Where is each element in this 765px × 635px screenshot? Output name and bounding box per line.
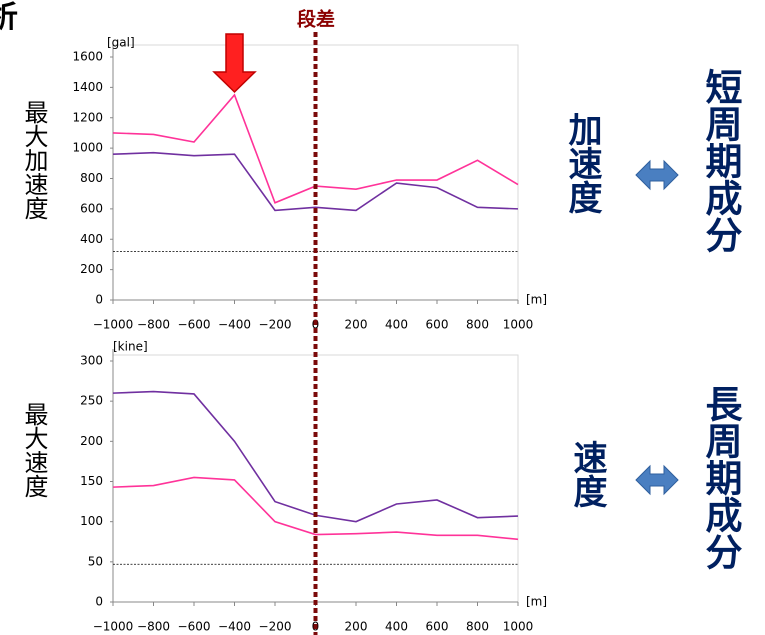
y-unit: [gal]	[107, 36, 135, 50]
x-tick-label: 800	[466, 620, 489, 634]
side-label: 速度	[567, 440, 607, 508]
y-tick-label: 200	[80, 434, 103, 448]
y-tick-label: 1200	[72, 110, 103, 124]
y-tick-label: 600	[80, 201, 103, 215]
x-tick-label: 600	[426, 620, 449, 634]
x-tick-label: −200	[259, 318, 292, 332]
x-tick-label: 400	[385, 318, 408, 332]
y-tick-label: 250	[80, 394, 103, 408]
x-tick-label: 600	[426, 318, 449, 332]
y-tick-label: 800	[80, 171, 103, 185]
x-tick-label: −800	[137, 318, 170, 332]
double-arrow	[635, 159, 679, 191]
y-axis-title: 最大速度	[20, 402, 48, 498]
x-tick-label: 200	[345, 620, 368, 634]
x-tick-label: 800	[466, 318, 489, 332]
x-tick-label: 400	[385, 620, 408, 634]
x-tick-label: −600	[178, 318, 211, 332]
x-tick-label: −1000	[93, 620, 134, 634]
y-tick-label: 50	[88, 554, 103, 568]
y-unit: [kine]	[113, 340, 148, 354]
x-unit: [m]	[526, 595, 547, 609]
y-tick-label: 100	[80, 514, 103, 528]
y-tick-label: 1000	[72, 141, 103, 155]
side-label: 短周期成分	[699, 68, 742, 253]
x-tick-label: −400	[218, 620, 251, 634]
y-tick-label: 1400	[72, 80, 103, 94]
y-tick-label: 200	[80, 262, 103, 276]
corner-text: 析	[0, 0, 18, 35]
y-tick-label: 300	[80, 354, 103, 368]
y-tick-label: 0	[95, 293, 103, 307]
y-tick-label: 400	[80, 232, 103, 246]
line-series	[112, 476, 519, 541]
y-axis-title: 最大加速度	[20, 100, 48, 220]
step-label: 段差	[297, 8, 335, 31]
y-tick-label: 150	[80, 474, 103, 488]
side-label: 加速度	[562, 112, 602, 214]
x-tick-label: −600	[178, 620, 211, 634]
x-tick-label: 1000	[503, 318, 534, 332]
x-tick-label: −400	[218, 318, 251, 332]
x-tick-label: −200	[259, 620, 292, 634]
red-arrow	[212, 33, 257, 94]
x-tick-label: 200	[345, 318, 368, 332]
double-arrow	[635, 464, 679, 496]
x-tick-label: 1000	[503, 620, 534, 634]
y-tick-label: 1600	[72, 50, 103, 64]
y-tick-label: 0	[95, 595, 103, 609]
x-tick-label: −800	[137, 620, 170, 634]
side-label: 長周期成分	[699, 385, 742, 570]
line-series	[112, 151, 519, 212]
x-tick-label: −1000	[93, 318, 134, 332]
x-unit: [m]	[526, 293, 547, 307]
